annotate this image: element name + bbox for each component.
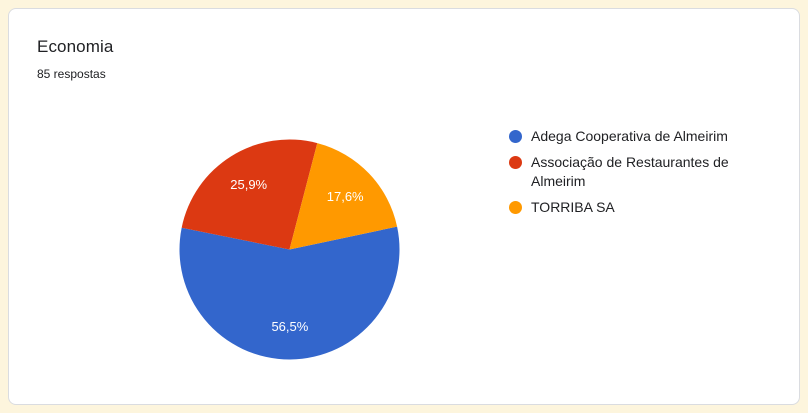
pie-slice-3[interactable] bbox=[289, 143, 398, 250]
results-card: Economia 85 respostas 56,5% 25,9% 17,6% Ad… bbox=[8, 8, 800, 405]
legend-label: Adega Cooperativa de Almeirim bbox=[531, 128, 728, 144]
legend-color-dot bbox=[509, 201, 522, 214]
legend-item-2: Associação de Restaurantes de Almeirim bbox=[509, 153, 771, 191]
question-title: Economia bbox=[37, 37, 114, 56]
pie-slice-percentage-label: 56,5% bbox=[271, 319, 308, 334]
card-header: Economia 85 respostas bbox=[9, 9, 799, 81]
pie-slice-percentage-label: 17,6% bbox=[327, 189, 364, 204]
pie-chart: 56,5% 25,9% 17,6% bbox=[179, 139, 400, 360]
legend-label: TORRIBA SA bbox=[531, 199, 615, 215]
pie-slice-percentage-label: 25,9% bbox=[230, 177, 267, 192]
legend-color-dot bbox=[509, 130, 522, 143]
legend-label: Associação de Restaurantes de Almeirim bbox=[531, 154, 729, 189]
response-count: 85 respostas bbox=[37, 67, 106, 81]
legend-item-3: TORRIBA SA bbox=[509, 198, 771, 217]
legend-color-dot bbox=[509, 156, 522, 169]
chart-legend: Adega Cooperativa de Almeirim Associação … bbox=[509, 127, 771, 224]
legend-item-1: Adega Cooperativa de Almeirim bbox=[509, 127, 771, 146]
pie-slice-2[interactable] bbox=[181, 139, 318, 250]
pie-slice-1[interactable] bbox=[179, 226, 400, 360]
